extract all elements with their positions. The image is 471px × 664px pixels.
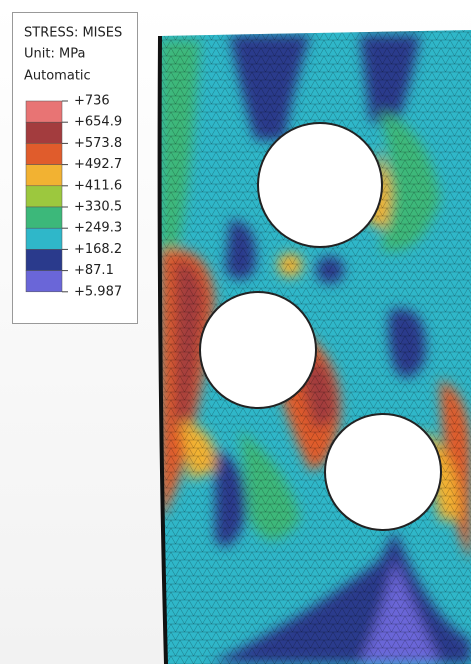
page: STRESS: MISES Unit: MPa Automatic +736 +6…: [0, 0, 471, 664]
legend-label: +5.987: [74, 284, 122, 299]
legend-unit: Unit: MPa: [24, 47, 85, 62]
legend-swatch: [26, 143, 62, 164]
legend-label: +573.8: [74, 136, 122, 151]
legend-swatch: [26, 249, 62, 270]
legend-swatch: [26, 122, 62, 143]
legend-swatch: [26, 186, 62, 207]
legend-swatch: [26, 101, 62, 122]
legend-label: +168.2: [74, 242, 122, 257]
legend-mode: Automatic: [24, 69, 91, 84]
legend-swatch: [26, 271, 62, 292]
legend-label: +654.9: [74, 115, 122, 130]
legend-swatch: [26, 165, 62, 186]
legend-label: +330.5: [74, 200, 122, 215]
stress-contour: [150, 20, 471, 664]
legend-label: +249.3: [74, 221, 122, 236]
legend-title: STRESS: MISES: [24, 26, 122, 41]
legend-label: +411.6: [74, 178, 122, 193]
legend-label: +492.7: [74, 157, 122, 172]
legend-label: +87.1: [74, 263, 114, 278]
legend-label: +736: [74, 94, 110, 109]
legend-swatch: [26, 228, 62, 249]
viewport: STRESS: MISES Unit: MPa Automatic +736 +6…: [0, 0, 471, 664]
legend-swatch: [26, 207, 62, 228]
